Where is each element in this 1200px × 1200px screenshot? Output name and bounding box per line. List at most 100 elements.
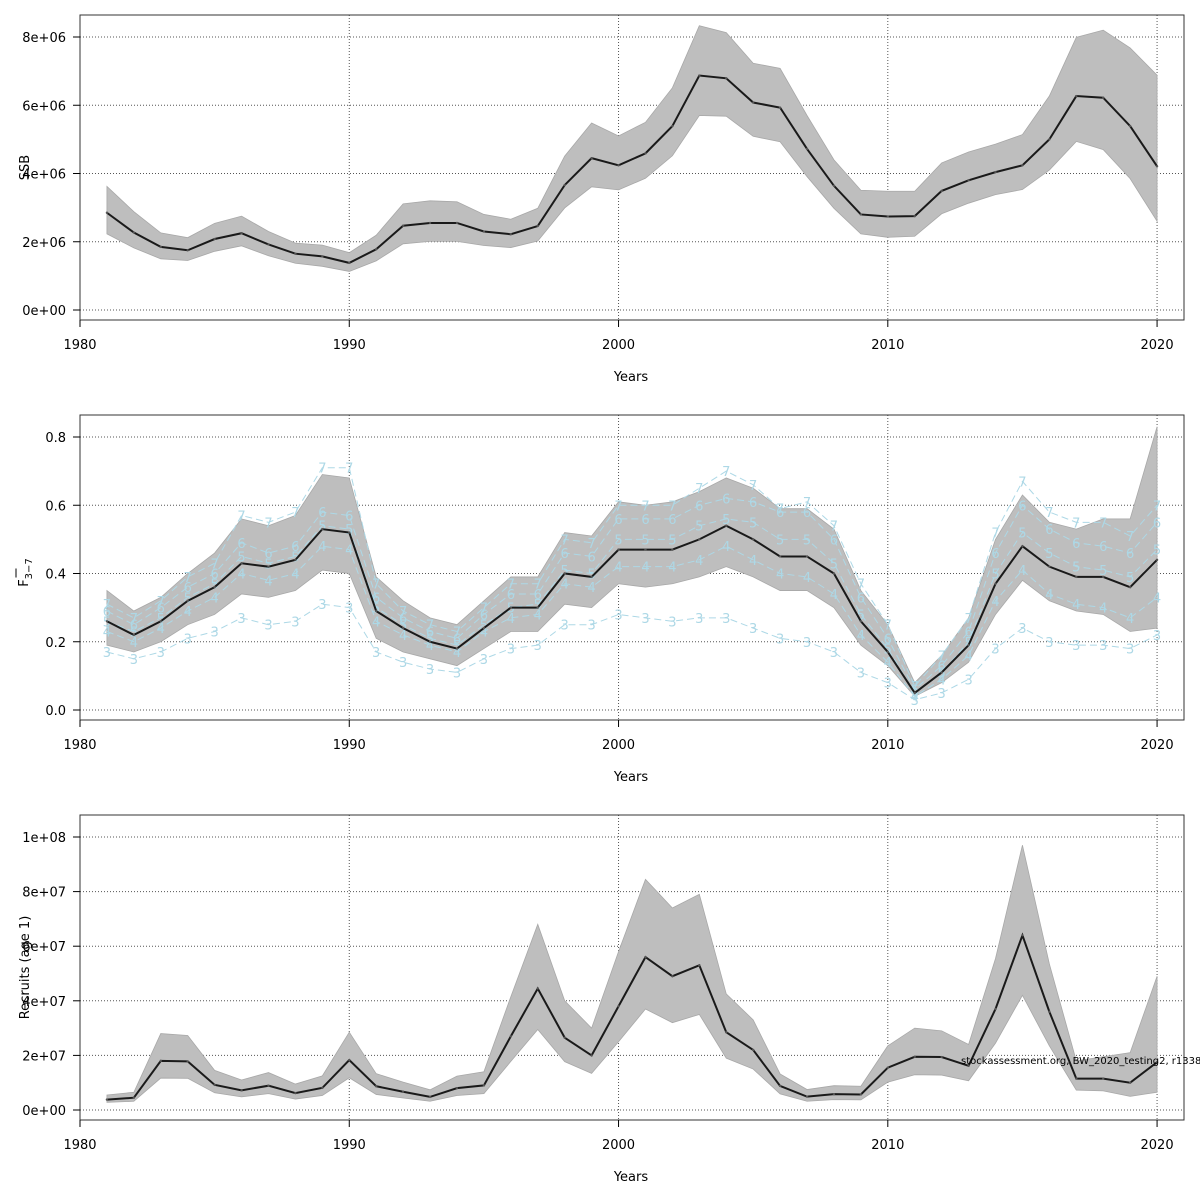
estimate-point [644, 548, 647, 551]
estimate-point [509, 606, 513, 609]
estimate-point [455, 1086, 459, 1090]
age-6-marker: 6 [399, 612, 407, 627]
estimate-point [482, 1084, 486, 1087]
estimate-point [671, 548, 674, 551]
estimate-point [698, 74, 701, 77]
age-6-marker: 6 [964, 626, 972, 641]
confidence-band [106, 426, 1158, 697]
estimate-point [590, 575, 593, 579]
age-4-marker: 4 [587, 581, 595, 596]
estimate-point [294, 252, 297, 255]
estimate-point [778, 106, 782, 109]
estimate-point [348, 531, 351, 534]
age-4-marker: 4 [372, 615, 380, 630]
estimate-point [913, 691, 916, 695]
age-4-marker: 4 [1126, 612, 1134, 627]
age-7-marker: 7 [668, 499, 676, 514]
estimate-point [967, 643, 970, 647]
x-tick-label: 1990 [333, 738, 366, 753]
estimate-point [617, 548, 620, 551]
estimate-point [994, 582, 997, 585]
age-5-marker: 5 [1045, 547, 1053, 562]
y-axis-title-main: F [17, 579, 32, 586]
age-4-marker: 4 [1099, 602, 1107, 617]
age-4-marker: 4 [1045, 588, 1053, 603]
y-tick-label: 2e+07 [22, 1049, 66, 1064]
age-4-marker: 4 [884, 656, 892, 671]
estimate-point [186, 1060, 189, 1063]
age-6-marker: 6 [507, 588, 515, 603]
age-7-marker: 7 [695, 482, 703, 497]
age-5-marker: 5 [157, 612, 165, 627]
age-7-marker: 7 [749, 479, 757, 494]
age-3-marker: 3 [184, 632, 192, 647]
y-tick-label: 1e+08 [22, 831, 66, 846]
age-7-marker: 7 [1099, 516, 1107, 531]
age-5-marker: 5 [830, 557, 838, 572]
estimate-point [778, 1084, 782, 1088]
x-tick-label: 2000 [602, 738, 635, 753]
age-6-marker: 6 [991, 547, 999, 562]
estimate-point [509, 1035, 513, 1038]
estimate-point [401, 1090, 405, 1093]
estimate-point [671, 975, 674, 978]
age-5-marker: 5 [857, 608, 865, 623]
recruits-panel: 1980 1990 2000 2010 2020 0e+00 2e+07 4e+07 6e+07… [18, 814, 1185, 1185]
age-6-marker: 6 [103, 605, 111, 620]
age-7-marker: 7 [1126, 530, 1134, 545]
age-3-marker: 3 [938, 687, 946, 702]
age-7-marker: 7 [964, 612, 972, 627]
age-7-marker: 7 [614, 499, 622, 514]
age-5-marker: 5 [426, 632, 434, 647]
age-7-marker: 7 [884, 619, 892, 634]
x-axis-title: Years [613, 770, 649, 785]
estimate-point [1075, 575, 1078, 579]
estimate-point [105, 211, 109, 214]
x-tick-label: 2010 [871, 338, 904, 353]
estimate-point [1155, 1061, 1159, 1064]
age-5-marker: 5 [1072, 561, 1080, 576]
estimate-point [428, 221, 432, 225]
age-4-marker: 4 [426, 639, 434, 654]
estimate-point [698, 538, 701, 541]
estimate-point [213, 1083, 216, 1087]
age-7-marker: 7 [399, 605, 407, 620]
age-3-marker: 3 [453, 666, 461, 681]
estimate-point [805, 1095, 809, 1098]
age-7-marker: 7 [534, 578, 542, 593]
age-4-marker: 4 [480, 626, 488, 641]
age-5-marker: 5 [264, 557, 272, 572]
age-7-marker: 7 [722, 465, 730, 480]
y-tick-label: 8e+07 [22, 886, 66, 901]
estimate-point [105, 620, 109, 623]
age-6-marker: 6 [345, 509, 353, 524]
age-3-marker: 3 [722, 612, 730, 627]
age-4-marker: 4 [964, 649, 972, 664]
estimate-point [778, 555, 782, 558]
age-5-marker: 5 [130, 626, 138, 641]
estimate-point [267, 243, 270, 246]
estimate-point [1155, 558, 1159, 562]
age-5-marker: 5 [722, 513, 730, 528]
estimate-point [644, 955, 647, 959]
y-tick-label: 8e+06 [22, 31, 66, 46]
age-4-marker: 4 [561, 578, 569, 593]
estimate-point [994, 170, 997, 174]
y-tick-label: 0.8 [45, 431, 66, 446]
confidence-band [106, 25, 1158, 272]
age-7-marker: 7 [130, 612, 138, 627]
age-4-marker: 4 [237, 568, 245, 583]
y-tick-label: 0e+00 [22, 1104, 66, 1119]
estimate-point [1048, 1010, 1051, 1013]
age-3-marker: 3 [884, 677, 892, 692]
estimate-point [428, 1095, 432, 1099]
estimate-point [725, 77, 728, 80]
x-tick-label: 2010 [871, 1138, 904, 1153]
age-3-marker: 3 [210, 626, 218, 641]
age-7-marker: 7 [345, 462, 353, 477]
age-5-marker: 5 [184, 591, 192, 606]
x-tick-label: 2000 [602, 1138, 635, 1153]
age-7-marker: 7 [480, 602, 488, 617]
estimate-point [1102, 575, 1105, 579]
x-tick-label: 2020 [1141, 338, 1174, 353]
